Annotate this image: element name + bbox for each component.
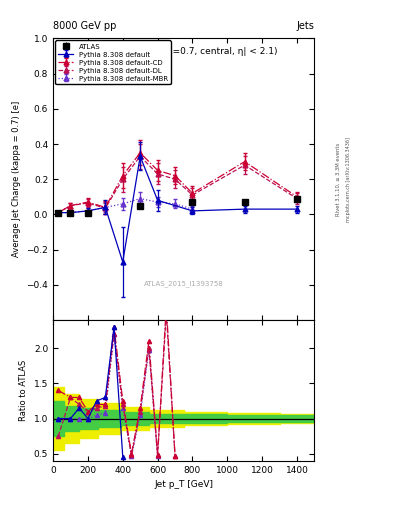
Text: ATLAS_2015_I1393758: ATLAS_2015_I1393758 — [144, 280, 224, 287]
Y-axis label: Average Jet Charge (kappa = 0.7) [e]: Average Jet Charge (kappa = 0.7) [e] — [12, 101, 21, 258]
Y-axis label: Ratio to ATLAS: Ratio to ATLAS — [19, 360, 28, 421]
Legend: ATLAS, Pythia 8.308 default, Pythia 8.308 default-CD, Pythia 8.308 default-DL, P: ATLAS, Pythia 8.308 default, Pythia 8.30… — [55, 40, 171, 84]
Text: Jets: Jets — [297, 20, 314, 31]
Text: Rivet 3.1.10, ≥ 3.3M events: Rivet 3.1.10, ≥ 3.3M events — [336, 142, 341, 216]
Text: Jet Charge Mean(κ=0.7, central, η| < 2.1): Jet Charge Mean(κ=0.7, central, η| < 2.1… — [90, 47, 278, 56]
X-axis label: Jet p_T [GeV]: Jet p_T [GeV] — [154, 480, 213, 489]
Text: mcplots.cern.ch [arXiv:1306.3436]: mcplots.cern.ch [arXiv:1306.3436] — [346, 137, 351, 222]
Text: 8000 GeV pp: 8000 GeV pp — [53, 20, 116, 31]
